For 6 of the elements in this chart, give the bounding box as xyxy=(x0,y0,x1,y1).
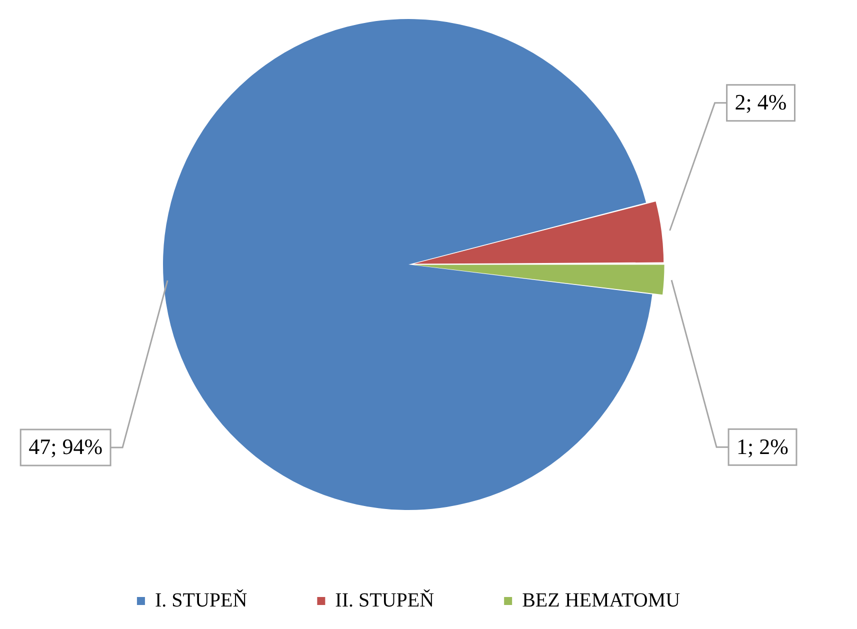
data-label: 47; 94% xyxy=(28,434,103,460)
legend-label: I. STUPEŇ xyxy=(154,588,248,612)
data-label: 2; 4% xyxy=(734,90,787,115)
data-label: 1; 2% xyxy=(736,434,788,459)
legend-label: II. STUPEŇ xyxy=(335,588,434,612)
legend-label: BEZ HEMATOMU xyxy=(522,589,681,612)
